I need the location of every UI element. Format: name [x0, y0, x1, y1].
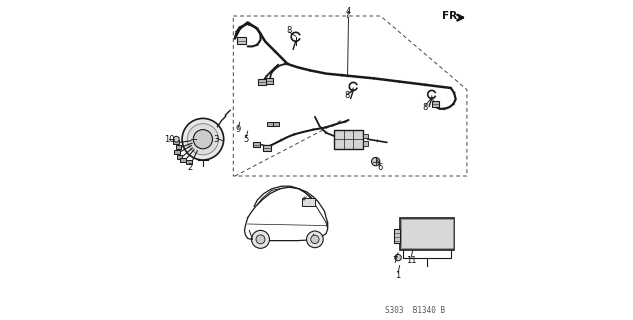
Bar: [273, 122, 279, 126]
Bar: [302, 198, 315, 206]
Bar: [263, 145, 271, 151]
Circle shape: [372, 157, 380, 166]
Circle shape: [193, 130, 213, 149]
Text: 1: 1: [396, 271, 401, 280]
Bar: [175, 150, 180, 154]
Bar: [173, 140, 179, 145]
Bar: [394, 229, 400, 243]
Text: 4: 4: [346, 7, 351, 16]
Text: 11: 11: [406, 256, 416, 265]
Text: 8: 8: [423, 103, 428, 112]
Text: FR.: FR.: [442, 11, 461, 21]
Circle shape: [187, 124, 218, 155]
Circle shape: [182, 118, 223, 160]
Text: 7: 7: [392, 256, 398, 265]
Bar: [267, 122, 273, 126]
Text: 5: 5: [244, 135, 249, 144]
Circle shape: [306, 231, 323, 248]
Text: S303  B1340 B: S303 B1340 B: [385, 306, 446, 315]
Bar: [177, 155, 182, 159]
Text: 9: 9: [235, 125, 241, 134]
Bar: [258, 79, 266, 85]
Text: 3: 3: [213, 135, 218, 144]
Text: 10: 10: [164, 135, 175, 144]
Bar: [399, 218, 454, 250]
Text: 6: 6: [378, 164, 383, 172]
Bar: [186, 160, 192, 164]
Circle shape: [256, 235, 265, 244]
Bar: [253, 142, 260, 147]
Bar: [180, 158, 185, 162]
Bar: [363, 134, 368, 138]
Bar: [176, 145, 182, 149]
Bar: [432, 101, 439, 107]
Text: 8: 8: [344, 92, 349, 100]
Bar: [334, 130, 363, 149]
Circle shape: [251, 230, 270, 248]
Circle shape: [395, 254, 401, 261]
Circle shape: [311, 235, 319, 244]
Bar: [363, 141, 368, 146]
Bar: [265, 78, 273, 84]
Circle shape: [173, 136, 179, 142]
Text: 2: 2: [187, 164, 192, 172]
Text: 8: 8: [287, 26, 292, 35]
Bar: [401, 219, 453, 248]
Bar: [237, 37, 246, 44]
